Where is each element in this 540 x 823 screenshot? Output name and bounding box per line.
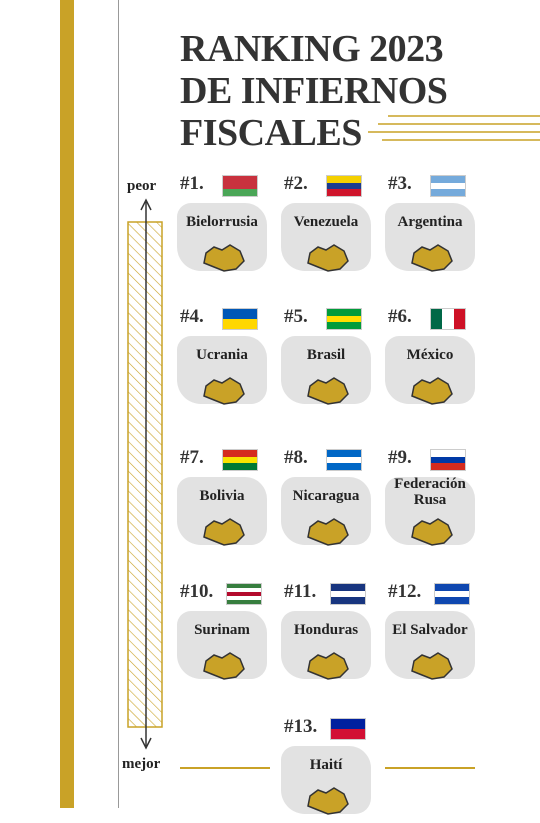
flag xyxy=(430,308,466,330)
flag xyxy=(226,583,262,605)
country-name: México xyxy=(406,347,454,363)
rule-right xyxy=(385,767,475,769)
flag xyxy=(222,308,258,330)
country-shape xyxy=(200,649,248,688)
country-shape xyxy=(408,241,456,280)
title-line: RANKING 2023 xyxy=(180,28,444,70)
rank: #6. xyxy=(388,306,412,327)
country-name: Venezuela xyxy=(293,214,359,230)
flag xyxy=(326,175,362,197)
country-shape xyxy=(304,649,352,688)
rank: #4. xyxy=(180,306,204,327)
country-shape xyxy=(408,374,456,413)
scale-bar xyxy=(127,198,163,750)
country-name: Bolivia xyxy=(199,488,245,504)
title-line: FISCALES xyxy=(180,112,362,154)
rank: #11. xyxy=(284,581,317,602)
country-shape xyxy=(200,515,248,554)
gold-band xyxy=(60,0,74,808)
rank: #8. xyxy=(284,447,308,468)
rule xyxy=(118,0,119,808)
rank: #3. xyxy=(388,173,412,194)
rank: #12. xyxy=(388,581,422,602)
country-shape xyxy=(408,515,456,554)
country-shape xyxy=(304,784,352,823)
title-lines xyxy=(368,115,540,141)
flag xyxy=(326,308,362,330)
country-shape xyxy=(200,374,248,413)
flag xyxy=(330,718,366,740)
rank: #7. xyxy=(180,447,204,468)
scale-best: mejor xyxy=(122,756,161,772)
country-name: Argentina xyxy=(397,214,463,230)
flag xyxy=(434,583,470,605)
country-name: Brasil xyxy=(306,347,346,363)
flag xyxy=(330,583,366,605)
country-name: Honduras xyxy=(293,622,359,638)
country-shape xyxy=(304,374,352,413)
country-name: Nicaragua xyxy=(292,488,360,504)
country-name: Haití xyxy=(309,757,343,773)
flag xyxy=(430,175,466,197)
rank: #13. xyxy=(284,716,318,737)
rank: #5. xyxy=(284,306,308,327)
rule-left xyxy=(180,767,270,769)
rank: #2. xyxy=(284,173,308,194)
flag xyxy=(430,449,466,471)
rank: #9. xyxy=(388,447,412,468)
country-name: Federación Rusa xyxy=(394,476,466,508)
country-name: El Salvador xyxy=(392,622,468,638)
country-name: Ucrania xyxy=(196,347,248,363)
title-line: DE INFIERNOS xyxy=(180,70,448,112)
country-shape xyxy=(408,649,456,688)
country-shape xyxy=(304,515,352,554)
rank: #10. xyxy=(180,581,214,602)
flag xyxy=(222,175,258,197)
rank: #1. xyxy=(180,173,204,194)
country-name: Surinam xyxy=(194,622,250,638)
country-name: Bielorrusia xyxy=(186,214,258,230)
flag xyxy=(326,449,362,471)
scale-worst: peor xyxy=(127,178,157,194)
title: RANKING 2023 DE INFIERNOS FISCALES xyxy=(180,28,448,154)
country-shape xyxy=(200,241,248,280)
country-shape xyxy=(304,241,352,280)
flag xyxy=(222,449,258,471)
